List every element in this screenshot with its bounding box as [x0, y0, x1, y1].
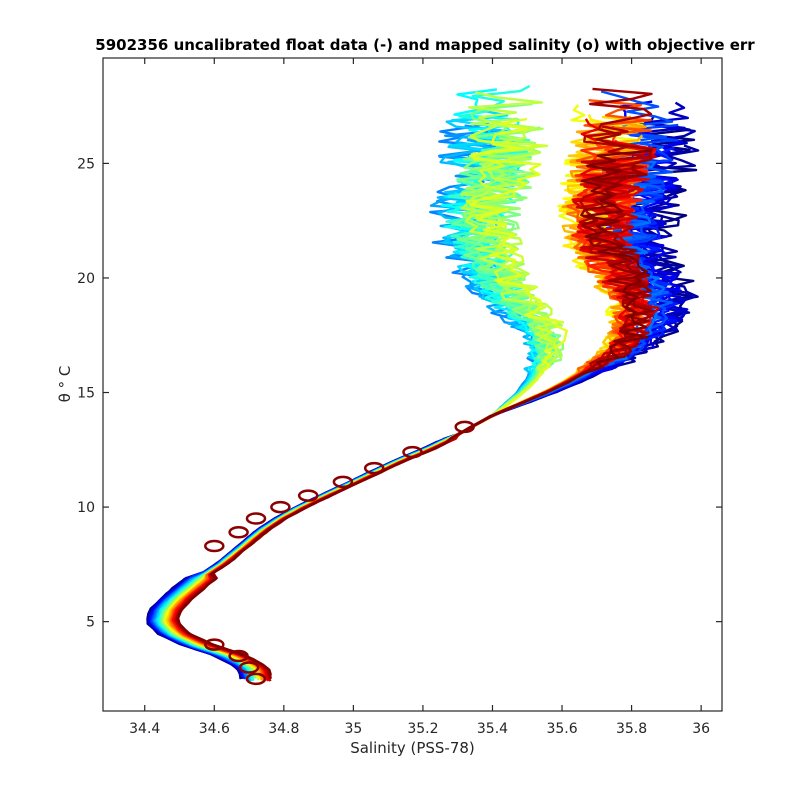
- mapped-point: [245, 512, 267, 525]
- x-tick-label: 35.4: [477, 721, 508, 737]
- x-tick-label: 34.6: [199, 721, 230, 737]
- mapped-point: [204, 638, 225, 651]
- y-tick-label: 5: [86, 615, 95, 631]
- x-axis-label: Salinity (PSS-78): [350, 739, 475, 757]
- x-tick-label: 34.8: [268, 721, 299, 737]
- mapped-salinity-points: [204, 420, 475, 686]
- profile-line: [176, 149, 652, 676]
- x-tick-label: 35.2: [407, 721, 438, 737]
- mapped-point: [297, 489, 319, 502]
- y-tick-label: 15: [77, 386, 95, 402]
- mapped-point: [228, 526, 249, 539]
- x-tick-label: 35.8: [616, 721, 647, 737]
- mapped-point: [454, 420, 475, 434]
- mapped-point: [332, 475, 354, 489]
- x-tick-label: 35.6: [546, 721, 577, 737]
- mapped-point: [402, 445, 423, 459]
- mapped-point: [245, 672, 267, 686]
- y-tick-label: 25: [77, 156, 95, 172]
- mapped-point: [270, 500, 291, 514]
- mapped-point: [238, 661, 260, 674]
- mapped-point: [204, 539, 225, 553]
- mapped-point: [363, 461, 385, 475]
- x-tick-label: 36: [692, 721, 710, 737]
- mapped-point: [228, 649, 249, 663]
- x-axis-ticks: 34.4 34.6 34.8 35 35.2 35.4 35.6 35.8 36: [129, 58, 710, 737]
- plot-frame: [102, 57, 723, 712]
- y-axis-label: θ ° C: [56, 366, 74, 403]
- profile-lines: [146, 84, 700, 682]
- y-tick-label: 20: [77, 271, 95, 287]
- x-tick-label: 34.4: [129, 721, 160, 737]
- chart-title: 5902356 uncalibrated float data (-) and …: [95, 36, 755, 54]
- x-tick-label: 35: [344, 721, 362, 737]
- y-tick-label: 10: [77, 500, 95, 516]
- y-axis-ticks: 5 10 15 20 25: [77, 156, 722, 631]
